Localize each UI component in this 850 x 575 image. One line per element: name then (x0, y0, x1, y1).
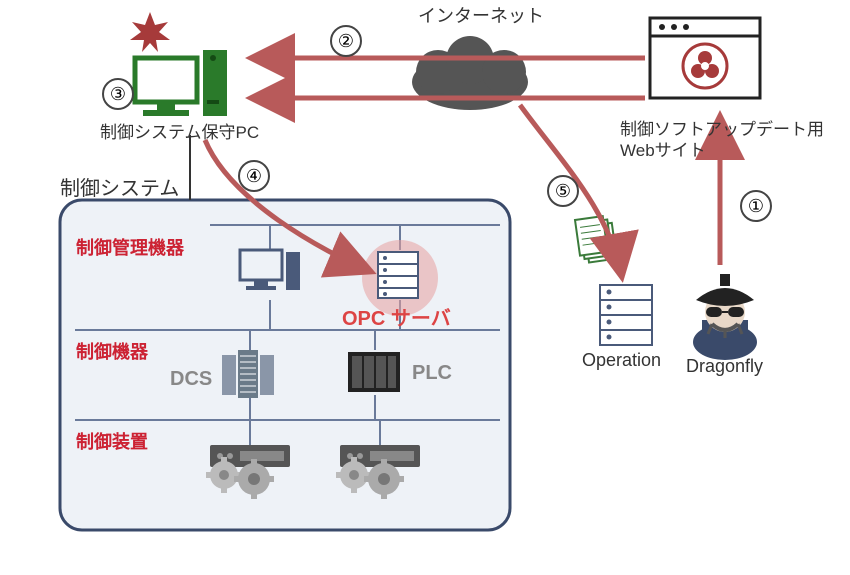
tier3-label: 制御装置 (76, 428, 148, 454)
website-label-2: Webサイト (620, 136, 706, 161)
plc-icon (348, 352, 400, 392)
operation-label: Operation (582, 350, 661, 371)
malware-burst-icon (130, 12, 170, 52)
internet-label: インターネット (418, 2, 544, 28)
maintenance-pc-icon (135, 50, 227, 116)
attacker-icon (693, 274, 757, 360)
step-3-badge: ③ (102, 78, 134, 110)
malicious-site-icon (650, 18, 760, 98)
tier1-label: 制御管理機器 (76, 234, 184, 260)
dcs-icon (222, 350, 274, 398)
tier2-label: 制御機器 (76, 338, 148, 364)
control-system-title: 制御システム (60, 172, 179, 201)
step-5-badge: ⑤ (547, 175, 579, 207)
operation-server-icon (600, 285, 652, 345)
opc-label: OPC サーバ (342, 302, 451, 331)
opc-server-icon (378, 252, 418, 298)
step-2-badge: ② (330, 25, 362, 57)
plc-label: PLC (412, 362, 452, 385)
dragonfly-label: Dragonfly (686, 356, 763, 377)
maintenance-pc-label: 制御システム保守PC (100, 118, 259, 143)
dcs-label: DCS (170, 368, 212, 391)
step-1-badge: ① (740, 190, 772, 222)
step-4-badge: ④ (238, 160, 270, 192)
